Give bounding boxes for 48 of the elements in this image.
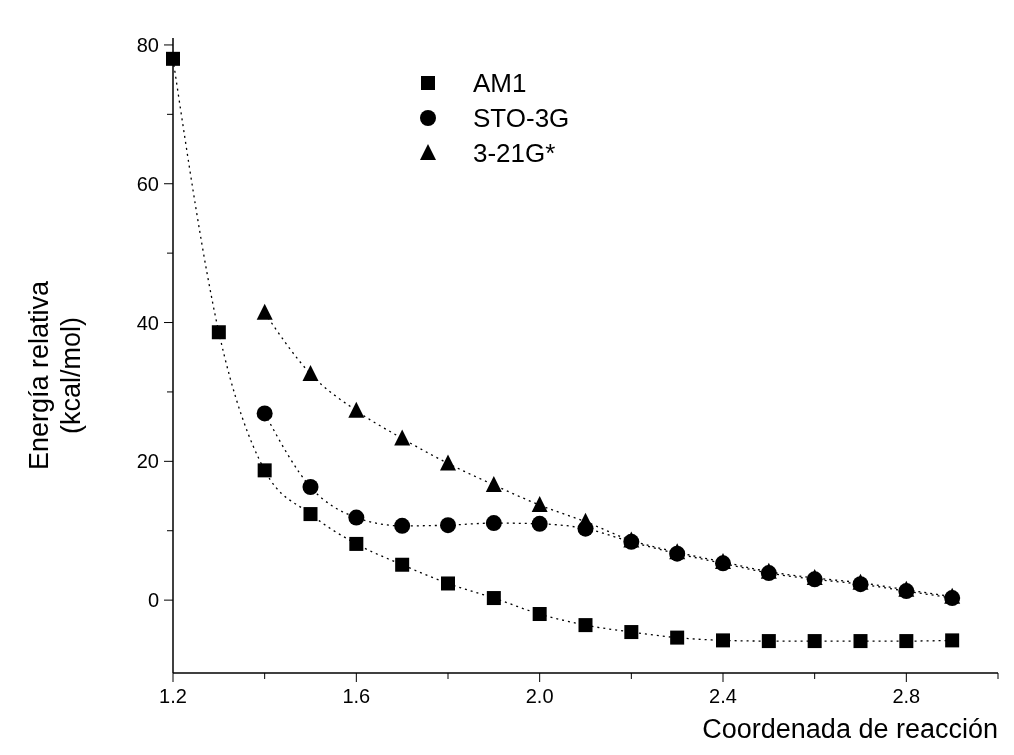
point	[441, 576, 455, 591]
legend-label: STO-3G	[473, 103, 570, 133]
point	[394, 429, 411, 446]
point	[899, 634, 914, 649]
point	[532, 607, 547, 622]
point	[624, 625, 639, 640]
point	[670, 630, 685, 645]
point	[486, 591, 501, 606]
point	[485, 515, 502, 532]
point	[395, 557, 410, 572]
point	[485, 475, 502, 492]
point	[761, 634, 776, 649]
point	[531, 496, 548, 513]
y-axis-title: Energía relativa (kcal/mol)	[24, 279, 86, 471]
x-axis-title: Coordenada de reacción	[702, 714, 998, 744]
x-tick-label: 2.0	[525, 685, 554, 707]
point	[945, 633, 960, 648]
point	[807, 634, 822, 649]
point	[577, 512, 594, 529]
point	[256, 303, 273, 320]
point	[349, 536, 364, 551]
point	[394, 517, 411, 534]
point	[211, 325, 226, 340]
point	[166, 51, 180, 66]
y-tick-label: 60	[136, 172, 159, 195]
point	[531, 515, 548, 532]
x-tick-label: 1.2	[159, 685, 187, 707]
point	[257, 463, 272, 478]
x-tick-label: 1.6	[342, 685, 371, 707]
point	[853, 634, 868, 649]
point	[256, 405, 273, 422]
y-tick-label: 80	[136, 33, 159, 56]
point	[348, 509, 365, 526]
y-tick-label: 20	[136, 450, 159, 473]
point	[440, 517, 456, 534]
point	[302, 479, 319, 496]
point	[302, 364, 319, 381]
point	[440, 454, 456, 471]
y-tick-label: 0	[147, 589, 159, 612]
legend-label: 3-21G*	[473, 138, 556, 168]
point	[716, 633, 730, 648]
x-tick-label: 2.8	[892, 685, 921, 707]
point	[578, 618, 593, 633]
legend-label: AM1	[473, 68, 527, 98]
x-tick-label: 2.4	[709, 685, 737, 707]
y-tick-label: 40	[136, 311, 159, 334]
point	[303, 507, 318, 522]
point	[348, 401, 365, 418]
